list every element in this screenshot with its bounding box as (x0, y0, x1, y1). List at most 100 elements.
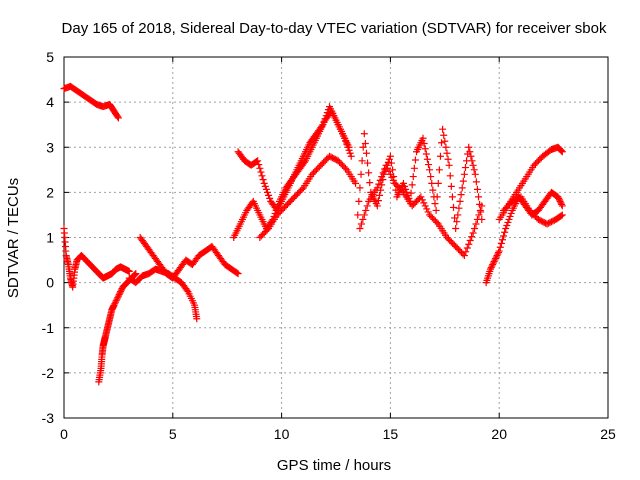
data-point-afternoon (362, 149, 370, 157)
data-point-afternoon-2 (471, 224, 479, 232)
data-point-afternoon-2 (475, 211, 483, 219)
x-tick-label: 20 (491, 426, 507, 442)
y-tick-label: -2 (42, 365, 55, 381)
data-point-afternoon-2 (356, 224, 364, 232)
data-point-evening (555, 194, 563, 202)
data-point-evening (496, 243, 504, 251)
data-point-rise-2 (266, 194, 274, 202)
data-point-afternoon (447, 182, 455, 190)
data-point-afternoon-2 (473, 215, 481, 223)
data-point-afternoon (443, 149, 451, 157)
data-point-afternoon (458, 184, 466, 192)
y-tick-label: -3 (42, 410, 55, 426)
data-point-afternoon (424, 161, 432, 169)
data-point-evening (489, 261, 497, 269)
data-point-afternoon (389, 166, 397, 174)
data-point-afternoon (427, 173, 435, 181)
data-point-rise-2 (255, 161, 263, 169)
data-point-afternoon-2 (420, 199, 428, 207)
data-point-afternoon (408, 181, 416, 189)
data-point-evening (507, 209, 515, 217)
data-point-evening (489, 259, 497, 267)
data-point-afternoon-2 (379, 169, 387, 177)
data-point-afternoon (376, 191, 384, 199)
data-point-afternoon-2 (375, 180, 383, 188)
data-point-dip (110, 301, 118, 309)
data-point-afternoon (409, 173, 417, 181)
data-point-afternoon (450, 203, 458, 211)
data-point-rise-2 (345, 143, 353, 151)
data-point-afternoon (451, 214, 459, 222)
data-point-afternoon-2 (472, 220, 480, 228)
data-point-rise-2 (319, 121, 327, 129)
data-point-evening (487, 264, 495, 272)
data-point-rise-2 (259, 176, 267, 184)
data-point-afternoon-2 (362, 206, 370, 214)
data-point-rise-2 (263, 188, 271, 196)
y-tick-label: 4 (46, 94, 54, 110)
data-point-afternoon (411, 156, 419, 164)
data-point-afternoon (387, 159, 395, 167)
data-point-afternoon (356, 184, 364, 192)
data-point-afternoon (442, 143, 450, 151)
data-point-afternoon (401, 182, 409, 190)
data-point-afternoon-2 (423, 205, 431, 213)
data-point-rise-1 (347, 152, 355, 160)
data-point-evening (490, 258, 498, 266)
data-point-afternoon (432, 206, 440, 214)
data-point-evening-mid (557, 212, 565, 220)
data-point-evening-high (558, 148, 566, 156)
data-point-rise-2 (318, 122, 326, 130)
data-point-evening (506, 212, 514, 220)
data-point-evening-high (558, 147, 566, 155)
data-point-evening (486, 265, 494, 273)
data-point-afternoon-2 (385, 167, 393, 175)
data-point-rise-2 (257, 168, 265, 176)
data-point-afternoon (407, 189, 415, 197)
data-point-afternoon-2 (386, 170, 394, 178)
data-point-afternoon (429, 186, 437, 194)
data-point-afternoon-2 (382, 161, 390, 169)
data-point-afternoon (428, 179, 436, 187)
data-point-dip (132, 270, 140, 278)
data-point-dip (114, 292, 122, 300)
data-point-afternoon-2 (421, 202, 429, 210)
data-point-evening (492, 253, 500, 261)
data-point-afternoon-2 (462, 248, 470, 256)
data-point-afternoon (444, 155, 452, 163)
data-point-rise-2 (258, 172, 266, 180)
data-point-afternoon-2 (463, 244, 471, 252)
data-point-afternoon (431, 200, 439, 208)
data-point-afternoon (426, 166, 434, 174)
data-point-rise-2 (265, 191, 273, 199)
data-point-afternoon-2 (465, 240, 473, 248)
grid-lines (64, 57, 608, 418)
data-point-afternoon (456, 197, 464, 205)
data-point-afternoon-2 (460, 252, 468, 260)
data-point-afternoon (471, 170, 479, 178)
data-point-afternoon (366, 179, 374, 187)
data-point-afternoon (421, 145, 429, 153)
y-axis-label: SDTVAR / TECUs (5, 178, 22, 298)
data-point-afternoon-2 (469, 229, 477, 237)
data-point-afternoon (354, 211, 362, 219)
data-point-dip (116, 289, 124, 297)
data-point-evening (492, 255, 500, 263)
data-point-afternoon-2 (383, 164, 391, 172)
data-point-dip (117, 288, 125, 296)
data-point-afternoon-2 (466, 237, 474, 245)
data-point-low-band (183, 286, 191, 294)
data-point-dip (117, 286, 125, 294)
data-point-afternoon (455, 204, 463, 212)
data-point-afternoon-2 (424, 208, 432, 216)
data-point-evening (501, 228, 509, 236)
data-point-afternoon (466, 148, 474, 156)
data-point-afternoon (439, 125, 447, 133)
data-point-rise-2 (260, 179, 268, 187)
data-point-rise-1 (300, 158, 308, 166)
data-point-early-high (114, 114, 122, 122)
data-point-afternoon-2 (388, 173, 396, 181)
data-point-afternoon (399, 179, 407, 187)
data-point-afternoon (452, 224, 460, 232)
data-point-afternoon (410, 164, 418, 172)
